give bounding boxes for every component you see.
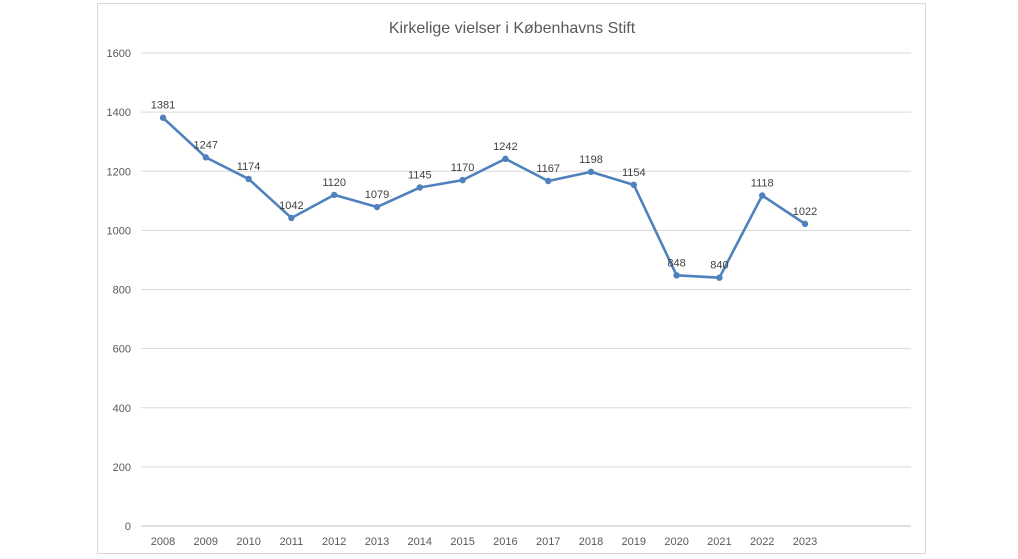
data-label: 1079: [365, 189, 389, 201]
y-tick-label: 1000: [107, 225, 131, 237]
series-line: [161, 116, 807, 279]
chart-title: Kirkelige vielser i Københavns Stift: [389, 20, 636, 37]
data-label: 1167: [536, 163, 560, 175]
data-label: 840: [710, 260, 728, 272]
x-tick-label: 2021: [707, 536, 731, 548]
x-tick-label: 2012: [322, 536, 346, 548]
x-tick-label: 2013: [365, 536, 389, 548]
x-tick-label: 2010: [236, 536, 260, 548]
y-tick-label: 1200: [107, 166, 131, 178]
data-label: 1381: [151, 100, 175, 112]
data-point: [673, 272, 680, 279]
data-label: 1247: [194, 139, 218, 151]
data-label: 1198: [579, 154, 603, 166]
y-axis-tick-labels: 0 200 400 600 800 1000 1200 1400 1600: [107, 48, 131, 533]
series-line-layer: [161, 116, 807, 279]
data-point: [502, 155, 509, 163]
x-tick-label: 2016: [493, 536, 517, 548]
x-tick-label: 2019: [622, 536, 646, 548]
y-tick-label: 1400: [107, 107, 131, 119]
data-label: 1042: [279, 200, 303, 212]
y-tick-label: 0: [125, 521, 131, 533]
data-point: [459, 176, 466, 184]
x-tick-label: 2020: [664, 536, 688, 548]
data-point: [202, 154, 209, 161]
data-point: [331, 191, 338, 199]
x-tick-label: 2008: [151, 536, 175, 548]
data-label: 1170: [451, 162, 475, 174]
data-point: [801, 220, 809, 228]
data-point: [759, 192, 766, 199]
x-tick-label: 2023: [793, 536, 817, 548]
y-tick-label: 200: [113, 462, 131, 474]
data-point: [416, 184, 423, 191]
data-point: [288, 214, 295, 222]
data-label: 848: [667, 257, 685, 269]
data-label: 1120: [322, 177, 346, 189]
gridlines: [141, 52, 911, 527]
x-axis-tick-labels: 2008 2009 2010 2011 2012 2013 2014 2015 2016 2017…: [151, 536, 817, 548]
x-tick-label: 2014: [408, 536, 432, 548]
data-point: [630, 181, 637, 189]
y-tick-label: 600: [113, 344, 131, 356]
x-tick-label: 2011: [280, 536, 304, 548]
chart-frame: Kirkelige vielser i Københavns Stift 0 20…: [97, 3, 926, 554]
y-tick-label: 1600: [107, 48, 131, 60]
x-tick-label: 2022: [750, 536, 774, 548]
data-labels-layer: 1381 1247 1174 1042 1120 1079 1145 1170 1242 1167…: [151, 100, 817, 272]
data-label: 1022: [793, 206, 817, 218]
data-point: [373, 203, 381, 211]
data-label: 1174: [237, 161, 261, 173]
data-point: [159, 114, 167, 121]
data-label: 1242: [493, 141, 517, 153]
y-tick-label: 400: [113, 403, 131, 415]
data-points-layer: [159, 114, 809, 281]
x-tick-label: 2015: [450, 536, 474, 548]
data-label: 1145: [408, 170, 432, 182]
x-tick-label: 2017: [536, 536, 560, 548]
data-point: [545, 177, 552, 185]
x-tick-label: 2009: [194, 536, 218, 548]
data-point: [245, 175, 252, 183]
data-point: [716, 274, 723, 281]
x-tick-label: 2018: [579, 536, 603, 548]
data-point: [587, 168, 595, 176]
data-label: 1154: [622, 167, 646, 179]
data-label: 1118: [751, 177, 774, 189]
line-chart: Kirkelige vielser i Københavns Stift 0 20…: [107, 20, 911, 548]
y-tick-label: 800: [113, 285, 131, 297]
